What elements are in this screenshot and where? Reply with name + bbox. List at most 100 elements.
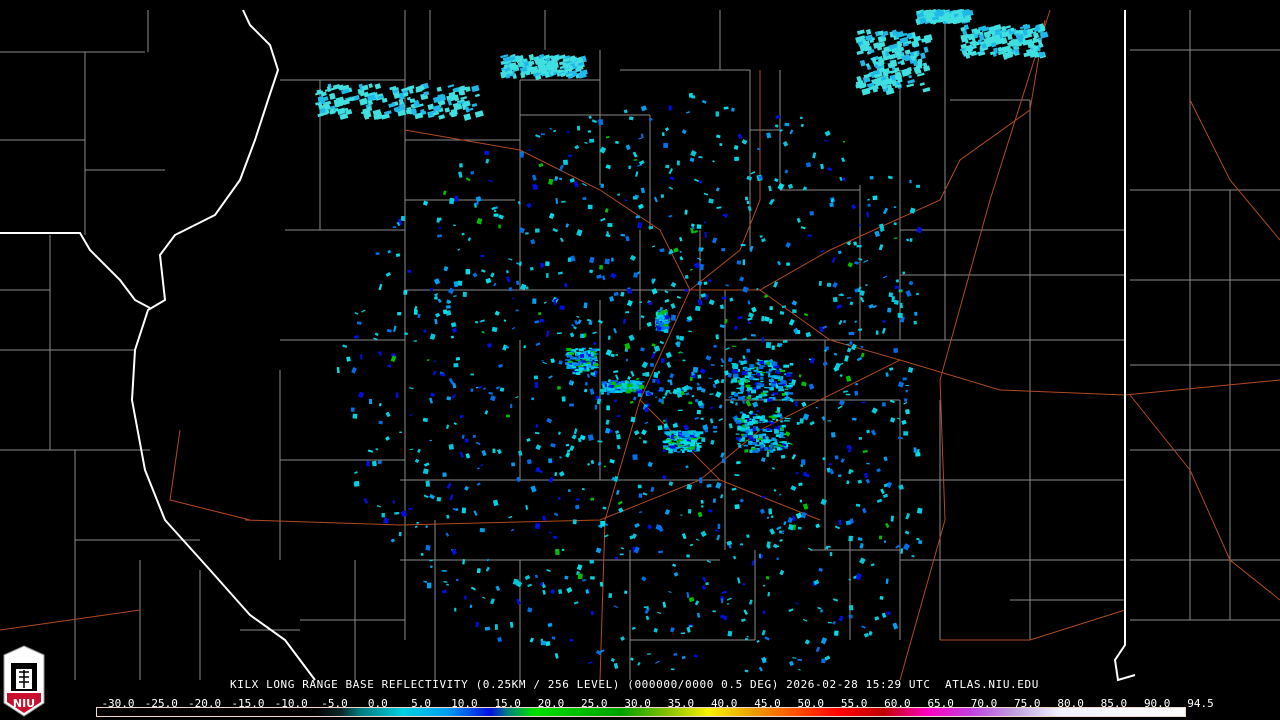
reflectivity-echo [685,392,690,396]
reflectivity-echo [750,171,756,175]
reflectivity-echo [749,437,756,441]
reflectivity-echo [584,350,588,353]
reflectivity-echo [590,497,595,501]
reflectivity-echo [696,382,700,387]
reflectivity-echo [510,528,515,532]
reflectivity-echo [434,318,438,325]
reflectivity-echo [429,288,433,291]
reflectivity-echo [614,383,620,388]
reflectivity-echo [741,618,746,622]
reflectivity-echo [617,388,621,391]
reflectivity-echo [341,88,350,95]
reflectivity-echo [765,341,772,349]
reflectivity-echo [441,570,447,572]
reflectivity-echo [1003,25,1012,30]
reflectivity-echo [751,560,755,566]
reflectivity-echo [914,36,921,42]
reflectivity-echo [781,424,786,428]
reflectivity-echo [358,391,364,398]
reflectivity-echo [870,429,877,436]
reflectivity-echo [881,402,886,407]
reflectivity-echo [772,448,776,452]
reflectivity-echo [797,330,801,335]
reflectivity-echo [712,425,718,429]
reflectivity-echo [566,353,569,356]
reflectivity-echo [779,429,784,431]
reflectivity-echo [874,230,881,238]
reflectivity-echo [919,82,925,87]
reflectivity-echo [775,419,779,421]
reflectivity-echo [766,398,773,402]
reflectivity-echo [457,101,464,105]
reflectivity-echo [993,47,998,53]
reflectivity-echo [677,445,681,449]
highway [759,19,1046,291]
reflectivity-echo [621,388,628,390]
reflectivity-echo [485,566,490,572]
reflectivity-echo [1037,40,1043,47]
reflectivity-echo [874,81,883,86]
reflectivity-echo [508,258,513,261]
reflectivity-echo [787,523,795,531]
reflectivity-echo [737,380,740,383]
reflectivity-echo [462,86,468,91]
reflectivity-echo [720,364,724,367]
reflectivity-echo [402,89,408,94]
reflectivity-echo [691,226,695,230]
reflectivity-echo [759,442,764,445]
reflectivity-echo [571,362,577,365]
reflectivity-echo [664,324,669,328]
reflectivity-echo [829,552,833,557]
reflectivity-echo [694,376,697,378]
reflectivity-echo [682,444,686,447]
reflectivity-echo [690,439,696,444]
reflectivity-echo [481,269,486,273]
reflectivity-echo [506,414,510,418]
reflectivity-echo [558,431,561,435]
reflectivity-echo [525,286,529,290]
reflectivity-echo [633,396,637,401]
reflectivity-echo [866,429,871,434]
reflectivity-echo [683,424,689,431]
reflectivity-echo [662,440,669,444]
reflectivity-echo [447,301,452,305]
reflectivity-echo [522,58,527,62]
reflectivity-echo [861,625,866,629]
reflectivity-echo [559,237,564,243]
reflectivity-echo [693,435,700,437]
reflectivity-echo [642,440,647,444]
reflectivity-echo [795,602,799,605]
reflectivity-echo [753,434,759,439]
reflectivity-echo [774,426,781,430]
reflectivity-echo [649,362,655,368]
reflectivity-echo [621,380,625,384]
reflectivity-echo [883,456,888,462]
reflectivity-echo [1015,33,1024,40]
reflectivity-echo [848,468,853,475]
reflectivity-echo [726,540,733,546]
reflectivity-echo [738,359,742,364]
reflectivity-echo [614,556,618,560]
reflectivity-echo [770,442,773,445]
reflectivity-echo [564,575,569,580]
reflectivity-echo [534,382,539,388]
reflectivity-echo [801,511,807,519]
reflectivity-echo [390,538,396,543]
reflectivity-echo [881,612,887,618]
reflectivity-echo [916,60,923,67]
reflectivity-echo [651,343,656,347]
reflectivity-echo [868,49,875,54]
reflectivity-echo [594,359,599,362]
reflectivity-echo [669,373,675,379]
reflectivity-echo [788,608,794,612]
reflectivity-echo [756,147,761,151]
reflectivity-echo [638,160,645,165]
reflectivity-echo [783,521,787,526]
reflectivity-echo [768,368,773,372]
colorbar-label: -30.0 [101,697,135,710]
reflectivity-echo [964,37,969,44]
reflectivity-echo [803,312,809,317]
reflectivity-echo [766,516,770,519]
reflectivity-echo [604,383,607,388]
reflectivity-echo [766,421,772,423]
